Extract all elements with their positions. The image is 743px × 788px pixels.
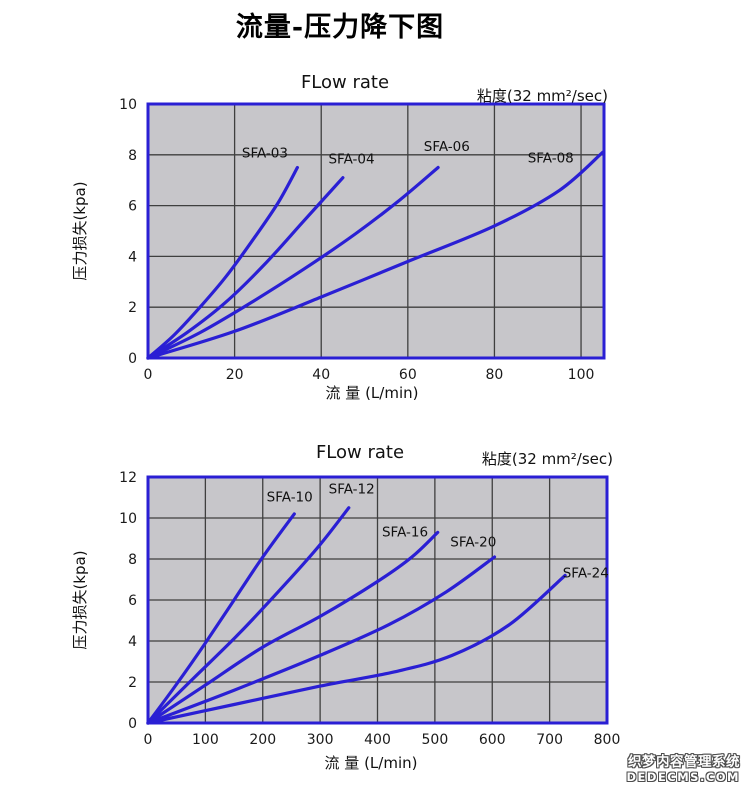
plot-border xyxy=(146,102,606,360)
chart2-title: FLow rate xyxy=(316,442,404,463)
series-label-sfa-10: SFA-10 xyxy=(267,490,313,506)
series-label-sfa-03: SFA-03 xyxy=(242,145,288,161)
y-tick-label: 8 xyxy=(128,148,137,164)
series-curve-sfa-08 xyxy=(146,150,605,360)
x-tick-label: 800 xyxy=(594,732,621,748)
series-label-sfa-24: SFA-24 xyxy=(563,565,609,581)
x-tick-label: 400 xyxy=(364,732,391,748)
series-curve-sfa-16 xyxy=(146,530,440,725)
series-label-sfa-20: SFA-20 xyxy=(450,535,496,551)
y-tick-label: 2 xyxy=(128,300,137,316)
series-label-sfa-06: SFA-06 xyxy=(424,139,470,155)
y-tick-label: 0 xyxy=(128,716,137,732)
x-tick-label: 0 xyxy=(144,732,153,748)
x-tick-label: 100 xyxy=(192,732,219,748)
x-tick-label: 0 xyxy=(144,367,153,383)
y-tick-label: 0 xyxy=(128,351,137,367)
x-tick-label: 500 xyxy=(422,732,449,748)
x-tick-label: 60 xyxy=(399,367,417,383)
plot-background xyxy=(148,104,604,358)
chart2-viscosity-label: 粘度(32 mm²/sec) xyxy=(482,450,613,468)
y-tick-label: 12 xyxy=(119,470,137,486)
series-curve-sfa-20 xyxy=(146,555,497,725)
series-curve-sfa-24 xyxy=(146,573,567,725)
y-tick-label: 6 xyxy=(128,593,137,609)
plot-border xyxy=(146,475,609,725)
series-curve-sfa-10 xyxy=(146,512,296,725)
series-curve-sfa-04 xyxy=(146,176,345,360)
chart1-viscosity-label: 粘度(32 mm²/sec) xyxy=(477,87,608,105)
page-title: 流量-压力降下图 xyxy=(235,12,445,43)
series-label-sfa-04: SFA-04 xyxy=(328,152,374,168)
y-tick-label: 2 xyxy=(128,675,137,691)
chart2-y-axis-label: 压力损失(kpa) xyxy=(71,550,89,649)
chart1-title: FLow rate xyxy=(301,72,389,93)
y-tick-label: 6 xyxy=(128,199,137,215)
series-curve-sfa-06 xyxy=(146,165,440,360)
x-tick-label: 40 xyxy=(312,367,330,383)
x-tick-label: 600 xyxy=(479,732,506,748)
y-tick-label: 4 xyxy=(128,634,137,650)
series-label-sfa-12: SFA-12 xyxy=(329,481,375,497)
watermark-url: DEDECMS.COM xyxy=(626,770,740,784)
x-tick-label: 700 xyxy=(536,732,563,748)
watermark-cn: 织梦内容管理系统 xyxy=(628,754,740,770)
y-tick-label: 8 xyxy=(128,552,137,568)
x-tick-label: 100 xyxy=(568,367,595,383)
x-tick-label: 80 xyxy=(486,367,504,383)
y-tick-label: 10 xyxy=(119,97,137,113)
x-tick-label: 20 xyxy=(226,367,244,383)
series-curve-sfa-03 xyxy=(146,165,299,360)
x-tick-label: 300 xyxy=(307,732,334,748)
chart1-x-axis-label: 流 量 (L/min) xyxy=(326,384,419,402)
x-tick-label: 200 xyxy=(249,732,276,748)
chart1-y-axis-label: 压力损失(kpa) xyxy=(71,181,89,280)
series-curve-sfa-12 xyxy=(146,506,351,725)
series-label-sfa-08: SFA-08 xyxy=(528,150,574,166)
watermark: 织梦内容管理系统 DEDECMS.COM xyxy=(627,754,741,784)
chart2-x-axis-label: 流 量 (L/min) xyxy=(325,754,418,772)
y-tick-label: 4 xyxy=(128,249,137,265)
series-label-sfa-16: SFA-16 xyxy=(382,524,428,540)
y-tick-label: 10 xyxy=(119,511,137,527)
